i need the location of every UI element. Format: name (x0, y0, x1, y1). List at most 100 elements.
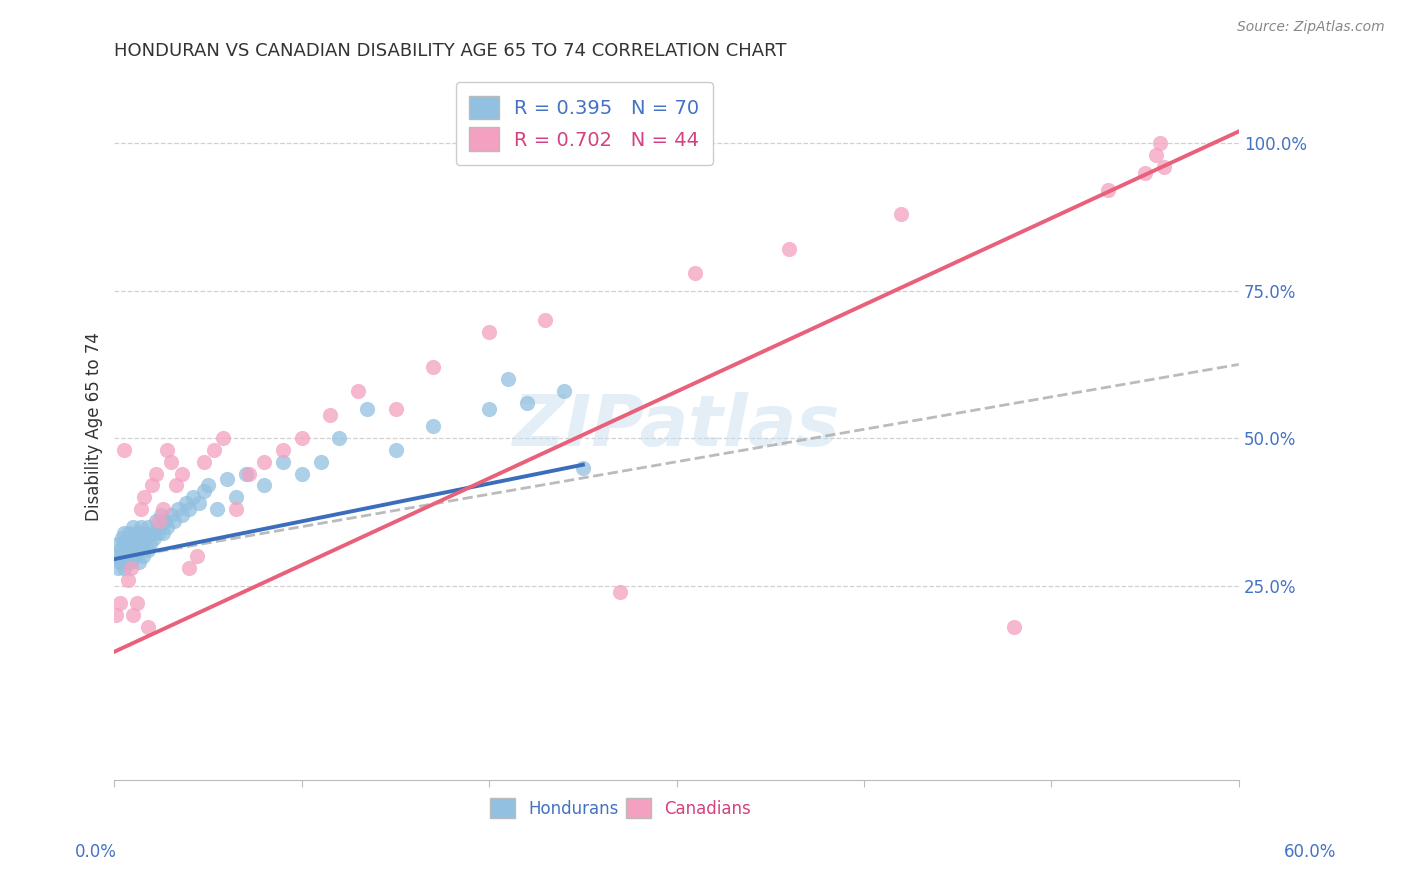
Point (120, 561, 142, 575)
Point (170, 508, 193, 522)
Point (148, 514, 170, 528)
Point (181, 490, 204, 504)
Point (112, 525, 135, 540)
Text: 0.0%: 0.0% (75, 843, 117, 861)
Point (271, 455, 294, 469)
Point (356, 401, 378, 416)
Point (1097, 183, 1119, 197)
Point (111, 532, 134, 546)
Point (139, 537, 162, 551)
Point (117, 549, 139, 563)
Point (179, 561, 201, 575)
Point (1149, 136, 1171, 151)
Point (146, 525, 169, 540)
Point (107, 537, 129, 551)
Point (112, 537, 135, 551)
Point (167, 502, 190, 516)
Point (685, 266, 707, 280)
Point (114, 543, 136, 558)
Point (124, 537, 146, 551)
Point (129, 502, 152, 516)
Point (384, 442, 406, 457)
Point (202, 442, 225, 457)
Point (609, 584, 631, 599)
Point (156, 442, 179, 457)
Point (384, 401, 406, 416)
Point (105, 549, 128, 563)
Text: ZIPatlas: ZIPatlas (513, 392, 841, 461)
Point (1144, 148, 1167, 162)
Point (572, 460, 595, 475)
Point (120, 555, 142, 569)
Point (478, 325, 501, 339)
Point (225, 490, 247, 504)
Point (159, 455, 181, 469)
Point (553, 384, 575, 398)
Point (197, 478, 219, 492)
Point (207, 502, 229, 516)
Point (120, 543, 142, 558)
Point (125, 543, 148, 558)
Point (215, 473, 238, 487)
Point (142, 532, 165, 546)
Point (136, 620, 159, 634)
Point (235, 467, 257, 481)
Point (118, 525, 141, 540)
Point (1002, 620, 1025, 634)
Point (125, 525, 148, 540)
Point (117, 532, 139, 546)
Text: 60.0%: 60.0% (1284, 843, 1337, 861)
Point (122, 532, 145, 546)
Point (141, 478, 163, 492)
Point (319, 408, 342, 422)
Point (145, 467, 167, 481)
Point (534, 313, 557, 327)
Point (153, 514, 176, 528)
Point (124, 549, 146, 563)
Point (1153, 160, 1175, 174)
Point (478, 401, 501, 416)
Point (118, 537, 141, 551)
Point (128, 555, 150, 569)
Point (516, 396, 538, 410)
Point (179, 502, 201, 516)
Point (111, 549, 134, 563)
Point (108, 596, 131, 610)
Point (128, 532, 150, 546)
Point (112, 561, 135, 575)
Point (122, 519, 145, 533)
Point (422, 360, 444, 375)
Point (135, 532, 157, 546)
Point (145, 514, 167, 528)
Point (125, 596, 148, 610)
Point (271, 442, 294, 457)
Point (163, 514, 186, 528)
Point (108, 555, 131, 569)
Point (136, 519, 159, 533)
Point (890, 207, 912, 221)
Point (193, 455, 215, 469)
Point (131, 549, 153, 563)
Point (129, 519, 152, 533)
Point (186, 549, 208, 563)
Point (107, 561, 129, 575)
Point (148, 519, 170, 533)
Point (253, 478, 276, 492)
Point (108, 543, 131, 558)
Point (291, 467, 314, 481)
Point (193, 484, 215, 499)
Point (114, 555, 136, 569)
Point (152, 502, 174, 516)
Point (328, 431, 350, 445)
Point (122, 608, 145, 623)
Point (238, 467, 260, 481)
Point (159, 508, 181, 522)
Point (134, 490, 156, 504)
Point (136, 543, 159, 558)
Point (152, 525, 174, 540)
Point (141, 525, 163, 540)
Point (347, 384, 370, 398)
Point (174, 496, 197, 510)
Point (150, 508, 173, 522)
Point (112, 442, 135, 457)
